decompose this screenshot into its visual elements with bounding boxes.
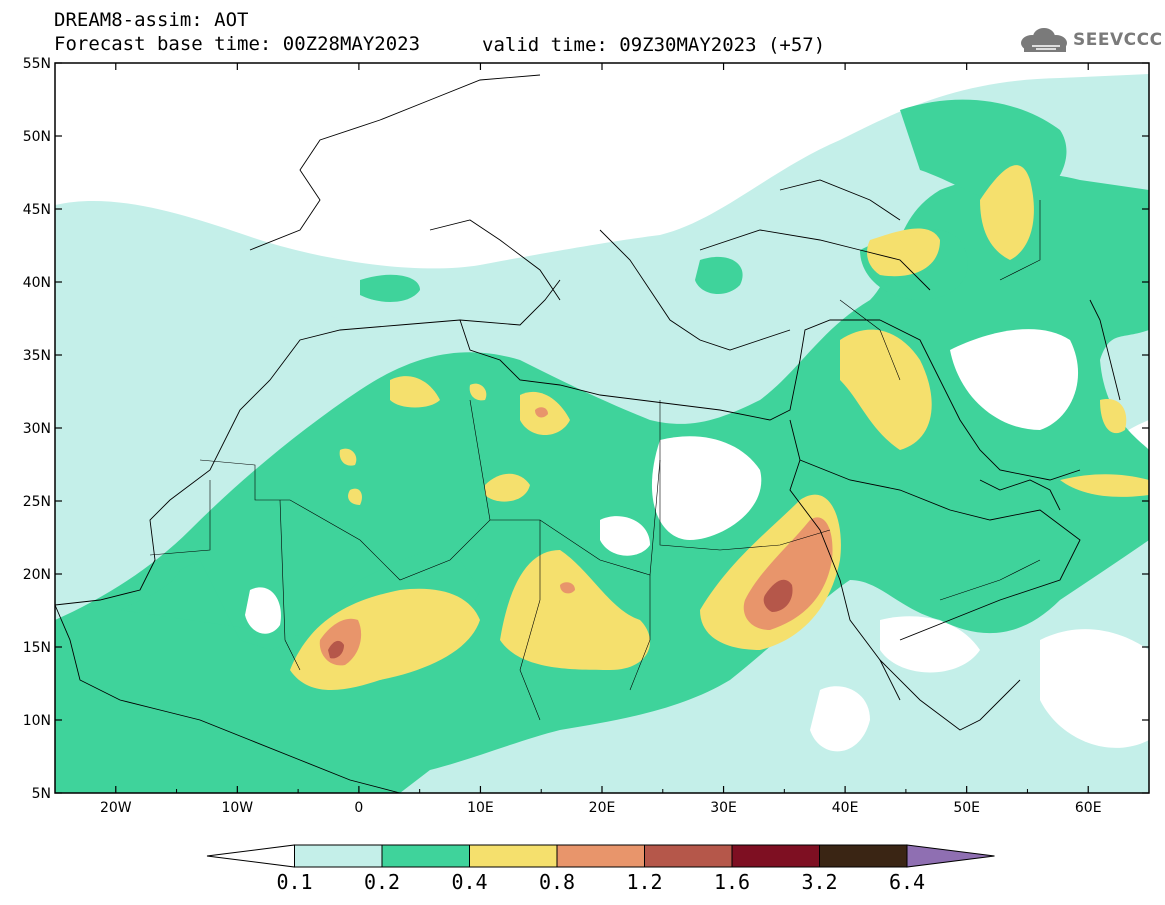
lon-tick-label: 0 <box>354 800 363 816</box>
lon-tick-label: 20W <box>100 800 132 816</box>
valid-time-label: valid time: 09Z30MAY2023 (+57) <box>482 34 826 56</box>
colorbar-segment <box>381 844 470 868</box>
map-title: DREAM8-assim: AOT <box>54 9 249 31</box>
coastlines <box>55 74 1121 793</box>
colorbar-segment <box>819 844 908 868</box>
aot-level-1-2 <box>328 579 793 659</box>
lat-tick-label: 55N <box>23 56 51 72</box>
lat-tick-label: 15N <box>23 640 51 656</box>
cloud-icon <box>1021 28 1067 52</box>
lon-tick-label: 50E <box>953 800 980 816</box>
colorbar-label: 0.4 <box>451 870 487 894</box>
aot-clear-areas <box>245 329 1149 752</box>
lat-tick-label: 5N <box>32 786 51 802</box>
lon-tick-label: 10W <box>221 800 253 816</box>
colorbar-segment <box>556 844 645 868</box>
colorbar-label: 0.8 <box>539 870 575 894</box>
lat-tick-label: 50N <box>23 129 51 145</box>
lat-tick-label: 45N <box>23 202 51 218</box>
colorbar-label: 6.4 <box>889 870 925 894</box>
lon-tick-label: 20E <box>589 800 616 816</box>
colorbar-label: 1.2 <box>626 870 662 894</box>
lon-tick-label: 60E <box>1075 800 1102 816</box>
colorbar-label: 0.1 <box>276 870 312 894</box>
longitude-axis: 20W 10W 0 10E 20E 30E 40E 50E 60E <box>54 63 1150 816</box>
lon-tick-label: 40E <box>832 800 859 816</box>
lat-tick-label: 20N <box>23 567 51 583</box>
colorbar-segment <box>731 844 820 868</box>
latitude-axis: 55N 50N 45N 40N 35N 30N 25N 20N 15N 10N 5N <box>23 56 1149 802</box>
colorbar-arrow-high <box>906 844 995 868</box>
lon-tick-label: 10E <box>467 800 494 816</box>
lat-tick-label: 35N <box>23 348 51 364</box>
colorbar-label: 0.2 <box>364 870 400 894</box>
lon-tick-label: 30E <box>710 800 737 816</box>
colorbar: 0.1 0.2 0.4 0.8 1.2 1.6 3.2 6.4 <box>206 844 995 894</box>
colorbar-label: 3.2 <box>801 870 837 894</box>
colorbar-segment <box>644 844 733 868</box>
country-borders <box>149 200 1041 721</box>
lat-tick-label: 30N <box>23 421 51 437</box>
colorbar-label: 1.6 <box>714 870 750 894</box>
lat-tick-label: 25N <box>23 494 51 510</box>
lat-tick-label: 40N <box>23 275 51 291</box>
base-time-label: Forecast base time: 00Z28MAY2023 <box>54 33 421 55</box>
logo-text: SEEVCCC <box>1073 30 1163 50</box>
colorbar-arrow-low <box>206 844 295 868</box>
lat-tick-label: 10N <box>23 713 51 729</box>
colorbar-segment <box>294 844 383 868</box>
colorbar-segment <box>469 844 558 868</box>
